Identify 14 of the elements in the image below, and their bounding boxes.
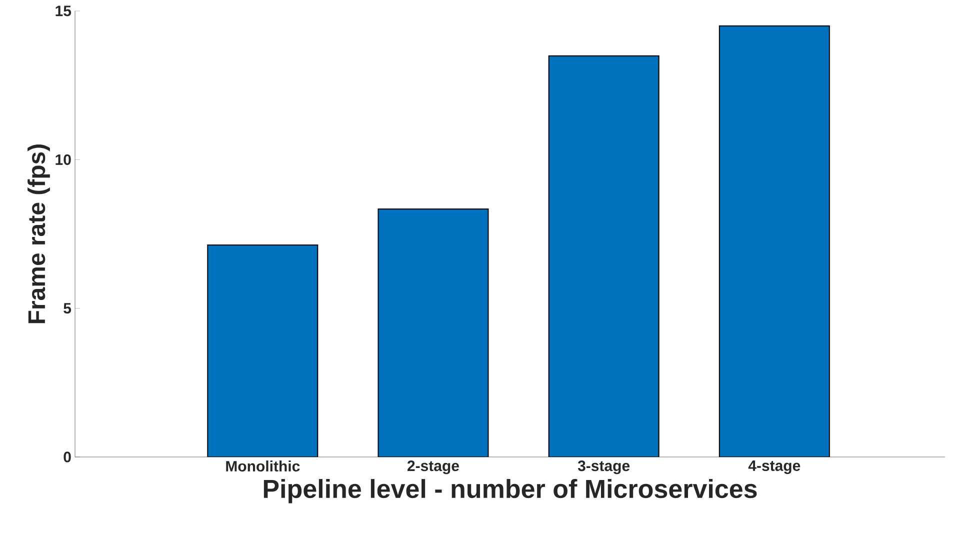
x-tick-label: 4-stage bbox=[748, 460, 800, 474]
x-axis-title: Pipeline level - number of Microservices bbox=[264, 479, 757, 504]
y-tick-label: 15 bbox=[56, 6, 72, 16]
x-tick-label: 3-stage bbox=[578, 460, 630, 474]
y-axis-title: Frame rate (fps) bbox=[28, 144, 50, 324]
y-tick-label: 0 bbox=[64, 452, 71, 462]
y-tick-label: 10 bbox=[56, 154, 71, 165]
x-tick-label: Monolithic bbox=[226, 460, 300, 472]
bar bbox=[378, 208, 489, 457]
y-tick-label: 5 bbox=[64, 303, 72, 314]
bar bbox=[207, 244, 318, 457]
bar bbox=[548, 55, 660, 457]
bar bbox=[718, 25, 830, 457]
x-tick-label: 2-stage bbox=[407, 460, 459, 474]
